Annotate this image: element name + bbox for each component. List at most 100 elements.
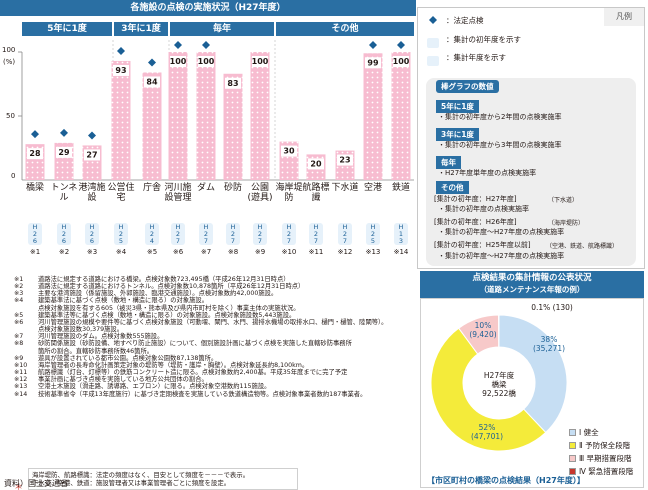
pie-label-iii: 10% (9,420) — [469, 321, 497, 339]
footnote-row: ※1 道路法に規定する道路における橋梁。点検対象数723,495橋（平成26年12… — [14, 276, 290, 283]
note-ref: ※10 — [281, 248, 297, 256]
pie-label-i: 38% (35,271) — [532, 335, 566, 353]
bar-value-label: 93 — [115, 66, 126, 75]
bar-5 — [168, 52, 188, 180]
pie-legend-iv: Ⅳ 緊急措置段階 — [569, 466, 633, 477]
legend-line: （空港、鉄道、航路標識） — [546, 243, 619, 250]
bar-value-bg — [144, 76, 160, 88]
bar-12 — [363, 53, 383, 180]
bar-value-label: 100 — [170, 57, 187, 66]
footnote-row: 箇所の割合。直轄砂防事務所数46箇所。 — [38, 347, 154, 355]
star-note-line: 下水道、空港、鉄道：施設管理者又は事業管理者ごとに頻度を設定。 — [32, 479, 231, 487]
group-header-annual: 毎年 — [170, 22, 274, 36]
pie-caption: 【市区町村の橋梁の点検結果（H27年度）】 — [427, 476, 585, 485]
bar-value-bg — [252, 56, 268, 67]
bar-value-bg — [308, 158, 324, 170]
bar-6 — [196, 52, 216, 180]
pie-label-iv: 0.1% (130) — [531, 303, 573, 312]
category-label: 空港 — [363, 183, 382, 193]
statutory-marker-icon — [60, 128, 68, 137]
legend-section-annual: 毎年 — [436, 156, 461, 169]
legend-line: （海岸堤防） — [548, 220, 585, 227]
footnote-row: ※12 事業計画に基づき点検を実施している地方公共団体の割合。 — [14, 376, 208, 384]
statutory-marker-icon — [88, 131, 96, 140]
pie-legend-i: Ⅰ 健全 — [569, 427, 599, 438]
pie-slice-0 — [498, 314, 568, 434]
legend-line: ・集計の初年度から2年間の点検実施率 — [438, 113, 562, 121]
group-header-3yr: 3年に1度 — [114, 22, 168, 36]
footnotes: ※1 道路法に規定する道路における橋梁。点検対象数723,495橋（平成26年12… — [14, 276, 416, 398]
bar-value-label: 30 — [283, 147, 295, 156]
bar-13 — [391, 52, 411, 180]
statutory-marker-icon — [202, 41, 210, 49]
legend-chip-year-icon — [427, 56, 439, 66]
legend-symbols — [427, 16, 439, 66]
footnote-row: ※11 航路標識（灯台、灯標等）の鉄筋コンクリート造に限る。点検対象数約2,400… — [14, 369, 348, 377]
category-label: 橋梁 — [25, 183, 44, 193]
note-ref: ※4 — [115, 248, 127, 256]
bar-value-bg — [365, 57, 381, 69]
statutory-marker-icon — [397, 41, 405, 49]
bar-value-label: 100 — [198, 57, 215, 66]
pie-legend-ii: Ⅱ 予防保全段階 — [569, 440, 630, 451]
category-label: 港湾施設 — [78, 183, 106, 203]
category-label: 公営住宅 — [107, 183, 135, 203]
footnote-row: ※10 海岸管理者の長寿命化計画策定対象の堤防等（堤防・護岸・胸壁）。点検対象延長… — [14, 361, 309, 369]
legend-line: ・集計の初年度の点検実施率 — [438, 205, 529, 213]
pie-title: 点検結果の集計情報の公表状況 — [472, 273, 592, 283]
note-ref: ※2 — [58, 248, 70, 256]
bar-value-label: 27 — [86, 150, 97, 159]
legend-line: （下水道） — [548, 197, 579, 204]
pie-title-box: 点検結果の集計情報の公表状況 （道路メンテナンス年報の例） — [420, 271, 644, 299]
source-note: 資料）国土交通省 — [4, 479, 68, 488]
y-tick-0: 0 — [11, 172, 16, 180]
star-note-line: 海岸堤防、航路標識：法定の頻度はなく、目安として頻度を－－－で表示。 — [32, 471, 250, 479]
legend-line: [集計の初年度：H27年度] — [434, 195, 517, 203]
pie-slice-1 — [430, 327, 547, 452]
group-header-5yr: 5年に1度 — [22, 22, 112, 36]
bar-value-bg — [337, 154, 353, 166]
statutory-marker-icon — [117, 46, 125, 55]
footnote-row: ※5 建築基準法等に基づく点検（敷地・構造に限る）の対象施設。点検対象施設数5,4… — [14, 311, 296, 319]
bar-3 — [111, 60, 131, 180]
bar-value-label: 83 — [227, 79, 238, 88]
bar-chart: 28 29 27 93 84 100 100 83 100 30 20 23 99 100 — [18, 40, 414, 181]
legend-line: [集計の初年度：H25年度以前] — [434, 241, 531, 249]
note-ref: ※6 — [172, 248, 184, 256]
legend-section-5yr: 5年に1度 — [436, 100, 479, 113]
note-ref: ※5 — [146, 248, 158, 256]
statutory-marker-icon — [369, 41, 377, 49]
star-note-box: 海岸堤防、航路標識：法定の頻度はなく、目安として頻度を－－－で表示。 下水道、空… — [28, 468, 298, 490]
footnote-row: ※2 道路法に規定する道路におけるトンネル。点検対象数10,878箇所（平成26年… — [14, 283, 305, 291]
legend-item-year: ：集計年度を示す — [446, 53, 506, 62]
statutory-marker-icon — [148, 58, 156, 67]
bar-value-bg — [113, 64, 129, 76]
legend-bar-value-tag: 棒グラフの数値 — [436, 80, 499, 93]
category-label: 庁舎 — [142, 183, 161, 193]
legend-line: ・H27年度単年度の点検実施率 — [438, 169, 537, 177]
category-label: 下水道 — [331, 183, 359, 193]
bar-value-label: 100 — [252, 57, 269, 66]
footnote-row: ※9 遊具が設置されている都市公園。点検対象公園数87,138箇所。 — [14, 354, 218, 362]
footnote-row: 点検対象施設数30,379施設。 — [38, 326, 124, 334]
note-ref: ※1 — [29, 248, 41, 256]
pie-chart — [430, 314, 568, 452]
footnote-row: ※8 砂防関係施設（砂防設備、地すべり防止施設）について、個別施設計画に基づく点検… — [14, 340, 352, 348]
category-label: 公園(遊具) — [247, 183, 273, 203]
bar-7 — [223, 73, 243, 180]
note-ref: ※14 — [393, 248, 409, 256]
bar-value-label: 84 — [146, 77, 158, 86]
bar-value-bg — [281, 145, 297, 157]
note-ref: ※11 — [308, 248, 324, 256]
legend-item-first-year: ：集計の初年度を示す — [446, 35, 521, 44]
footnote-row: ※14 技術基準省令（平成13年度施行）に基づき定期検査を実施している鉄道構造物等… — [14, 390, 367, 398]
